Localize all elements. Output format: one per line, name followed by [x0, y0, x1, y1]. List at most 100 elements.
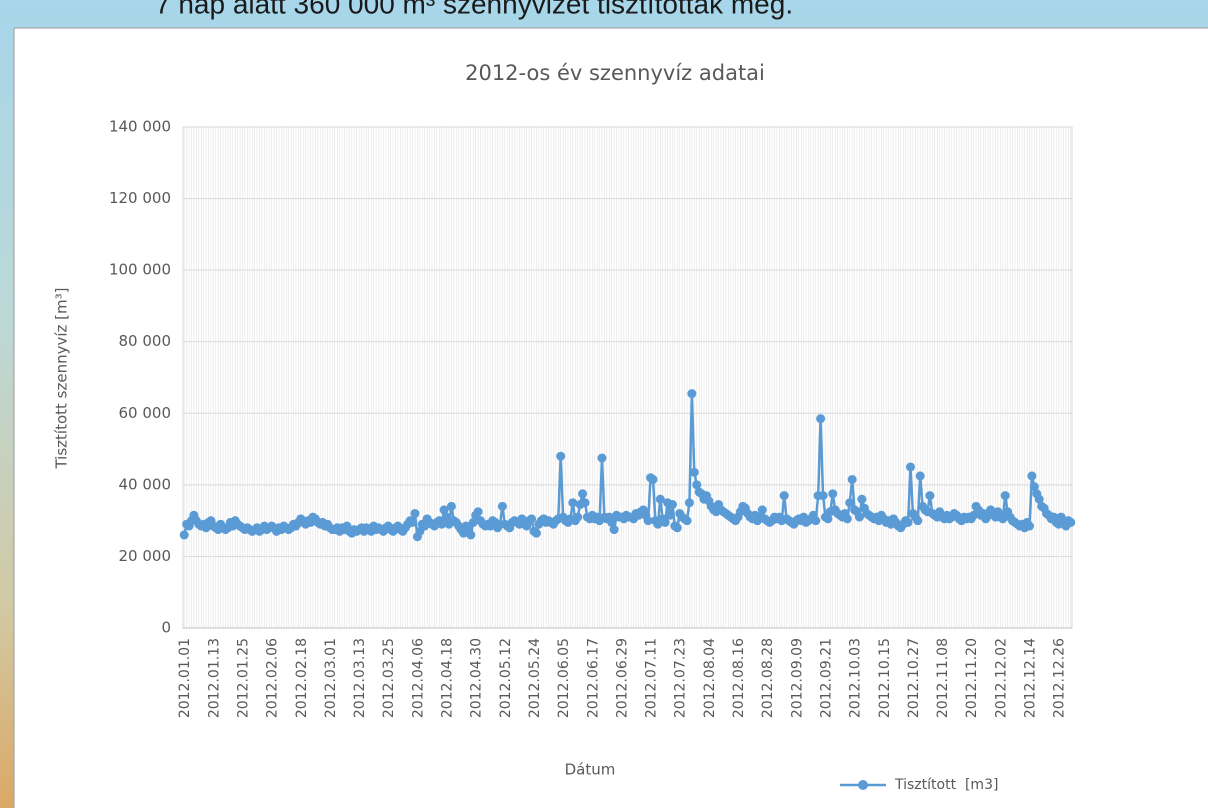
- point-marker: [692, 480, 702, 490]
- point-marker: [913, 516, 923, 526]
- point-marker: [439, 505, 449, 515]
- point-marker: [660, 517, 670, 527]
- x-tick-label: 2012.02.18: [294, 638, 310, 718]
- x-tick-label: 2012.03.01: [323, 638, 339, 718]
- y-tick-label: 20 000: [119, 547, 172, 565]
- point-marker: [497, 501, 507, 511]
- x-tick-label: 2012.12.02: [993, 638, 1009, 718]
- point-marker: [643, 516, 653, 526]
- x-tick-label: 2012.11.20: [964, 638, 980, 718]
- x-tick-label: 2012.03.25: [381, 638, 397, 718]
- point-marker: [1024, 521, 1034, 531]
- point-marker: [845, 498, 855, 508]
- point-marker: [568, 498, 578, 508]
- point-marker: [437, 519, 447, 529]
- point-marker: [854, 512, 864, 522]
- point-marker: [818, 491, 828, 501]
- x-tick-label: 2012.10.03: [848, 638, 864, 718]
- x-tick-label: 2012.04.30: [469, 638, 485, 718]
- x-tick-label: 2012.05.24: [527, 638, 543, 718]
- point-marker: [828, 489, 838, 499]
- y-tick-label: 80 000: [119, 332, 172, 350]
- point-marker: [687, 389, 697, 399]
- point-marker: [468, 517, 478, 527]
- point-marker: [857, 494, 867, 504]
- x-tick-label: 2012.06.29: [614, 638, 630, 718]
- point-marker: [779, 491, 789, 501]
- x-tick-label: 2012.04.18: [440, 638, 456, 718]
- point-marker: [842, 514, 852, 524]
- point-marker: [667, 500, 677, 510]
- point-marker: [527, 514, 537, 524]
- point-marker: [816, 414, 826, 424]
- point-marker: [648, 474, 658, 484]
- x-tick-label: 2012.01.13: [206, 638, 222, 718]
- point-marker: [609, 525, 619, 535]
- legend-label: Tisztított [m3]: [894, 777, 998, 793]
- y-axis-label: Tisztított szennyvíz [m³]: [53, 287, 71, 469]
- y-tick-label: 60 000: [119, 404, 172, 422]
- point-marker: [925, 491, 935, 501]
- x-tick-label: 2012.02.06: [265, 638, 281, 718]
- x-tick-label: 2012.01.25: [236, 638, 252, 718]
- y-tick-label: 140 000: [109, 118, 171, 136]
- slide-heading: 7 nap alatt 360 000 m³ szennyvizet tiszt…: [155, 0, 793, 19]
- point-marker: [531, 528, 541, 538]
- point-marker: [466, 530, 476, 540]
- chart-title: 2012-os év szennyvíz adatai: [465, 61, 765, 85]
- point-marker: [689, 467, 699, 477]
- point-marker: [1029, 482, 1039, 492]
- point-marker: [682, 516, 692, 526]
- x-tick-label: 2012.01.01: [177, 638, 193, 718]
- point-marker: [607, 517, 617, 527]
- point-marker: [1034, 494, 1044, 504]
- point-marker: [757, 505, 767, 515]
- x-tick-label: 2012.07.11: [644, 638, 660, 718]
- point-marker: [903, 517, 913, 527]
- point-marker: [823, 514, 833, 524]
- y-tick-label: 120 000: [109, 189, 171, 207]
- point-marker: [1066, 517, 1076, 527]
- point-marker: [578, 489, 588, 499]
- point-marker: [573, 512, 583, 522]
- point-marker: [655, 494, 665, 504]
- x-tick-label: 2012.05.12: [498, 638, 514, 718]
- x-tick-label: 2012.11.08: [935, 638, 951, 718]
- x-tick-label: 2012.12.26: [1052, 638, 1068, 718]
- point-marker: [179, 530, 189, 540]
- y-tick-label: 0: [161, 619, 171, 637]
- x-tick-label: 2012.04.06: [410, 638, 426, 718]
- x-tick-label: 2012.06.05: [556, 638, 572, 718]
- x-tick-label: 2012.08.04: [702, 638, 718, 718]
- legend-marker: [858, 780, 868, 790]
- x-axis-label: Dátum: [565, 761, 616, 779]
- point-marker: [1000, 491, 1010, 501]
- point-marker: [473, 507, 483, 517]
- point-marker: [442, 512, 452, 522]
- point-marker: [684, 498, 694, 508]
- x-tick-label: 2012.08.28: [760, 638, 776, 718]
- x-tick-label: 2012.09.21: [818, 638, 834, 718]
- point-marker: [915, 471, 925, 481]
- x-tick-label: 2012.06.17: [585, 638, 601, 718]
- point-marker: [410, 508, 420, 518]
- x-tick-label: 2012.10.27: [906, 638, 922, 718]
- point-marker: [811, 516, 821, 526]
- point-marker: [905, 462, 915, 472]
- y-tick-label: 100 000: [109, 261, 171, 279]
- point-marker: [1027, 471, 1037, 481]
- x-tick-label: 2012.03.13: [352, 638, 368, 718]
- y-tick-label: 40 000: [119, 475, 172, 493]
- point-marker: [998, 514, 1008, 524]
- point-marker: [847, 474, 857, 484]
- point-marker: [446, 501, 456, 511]
- point-marker: [556, 451, 566, 461]
- point-marker: [597, 453, 607, 463]
- point-marker: [672, 523, 682, 533]
- x-tick-label: 2012.07.23: [673, 638, 689, 718]
- point-marker: [408, 517, 418, 527]
- x-tick-label: 2012.08.16: [731, 638, 747, 718]
- x-tick-label: 2012.09.09: [789, 638, 805, 718]
